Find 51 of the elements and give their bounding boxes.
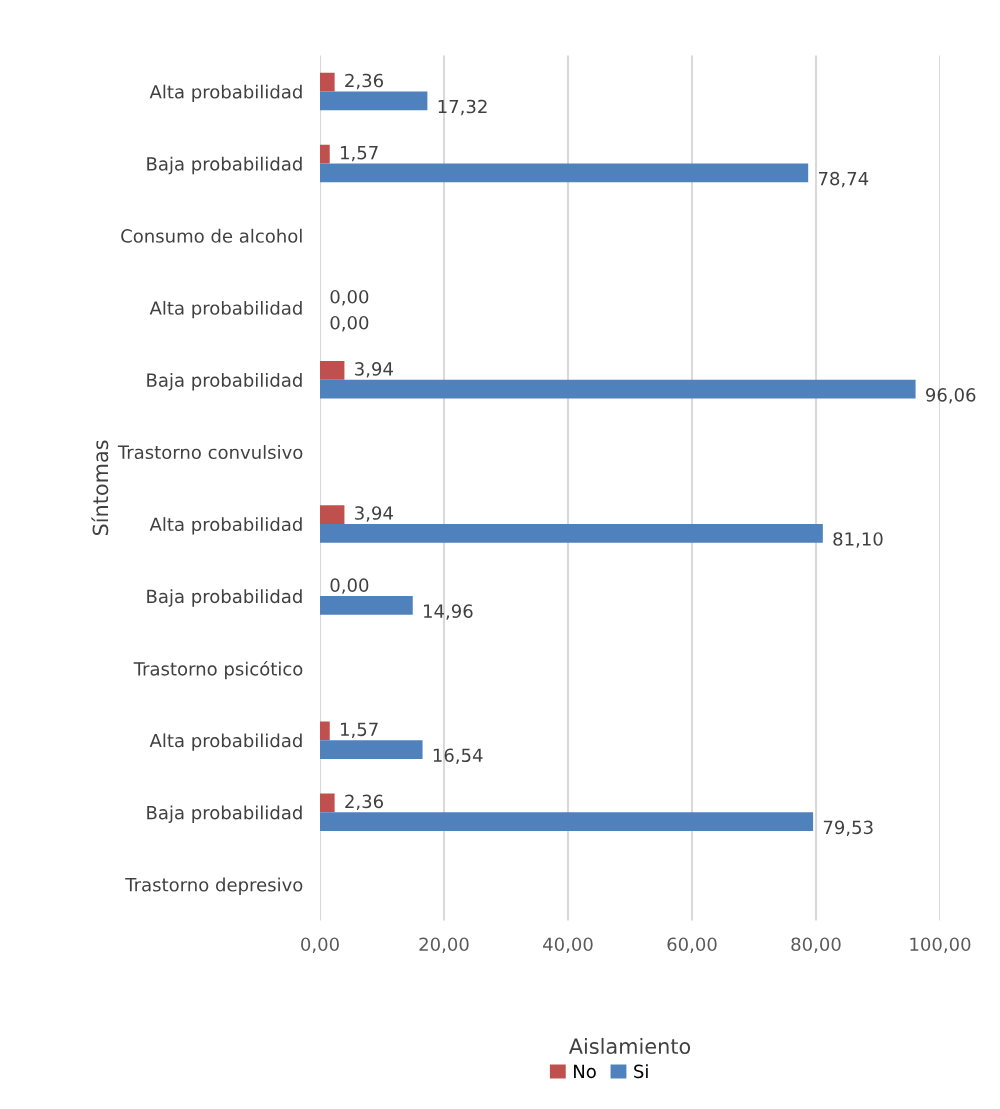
x-tick-label: 0,00: [301, 937, 339, 953]
x-tick-label: 80,00: [791, 937, 841, 953]
y-tick-label: Trastorno depresivo: [125, 877, 303, 896]
x-tick-label: 100,00: [910, 937, 971, 953]
bar: [320, 72, 335, 92]
x-tick-label: 40,00: [543, 937, 593, 953]
y-tick-label: Baja probabilidad: [147, 156, 302, 175]
y-axis-title: Síntomas: [91, 440, 109, 536]
bar: [320, 596, 413, 615]
y-tick-label: Consumo de alcohol: [121, 228, 302, 243]
data-label: 16,54: [433, 748, 483, 764]
data-label: 17,32: [438, 99, 487, 116]
x-tick-label: 60,00: [667, 937, 717, 953]
bar: [320, 524, 823, 543]
bar: [320, 361, 345, 380]
y-tick-label: Baja probabilidad: [147, 805, 302, 823]
legend-label: Si: [634, 1064, 648, 1079]
data-label: 0,00: [330, 578, 369, 594]
y-tick-label: Alta probabilidad: [149, 733, 302, 751]
bar: [320, 91, 428, 111]
data-label: 0,00: [330, 315, 369, 332]
y-tick-label: Baja probabilidad: [147, 372, 302, 391]
y-tick-label: Trastorno psicótico: [133, 660, 303, 680]
x-tick-label: 20,00: [419, 937, 469, 953]
y-tick-label: Alta probabilidad: [149, 517, 302, 535]
data-label: 2,36: [345, 73, 383, 90]
data-label: 78,74: [818, 171, 869, 188]
y-tick-label: Trastorno convulsivo: [117, 445, 303, 460]
data-label: 81,10: [833, 532, 883, 548]
data-label: 79,53: [823, 820, 873, 836]
bar: [320, 812, 814, 832]
data-label: 96,06: [926, 387, 976, 404]
data-label: 3,94: [355, 362, 393, 378]
bar: [320, 793, 335, 813]
data-label: 0,00: [330, 289, 369, 306]
y-tick-label: Alta probabilidad: [149, 84, 302, 103]
data-label: 2,36: [345, 794, 383, 811]
bar: [320, 144, 330, 164]
bar: [320, 163, 809, 183]
legend-label: No: [574, 1064, 596, 1079]
data-label: 1,57: [341, 722, 378, 738]
data-label: 3,94: [355, 506, 393, 522]
data-label: 14,96: [424, 604, 473, 620]
bar: [320, 379, 916, 399]
y-tick-label: Baja probabilidad: [147, 589, 302, 607]
bar: [320, 740, 423, 759]
data-label: 1,57: [341, 146, 378, 162]
bar: [320, 505, 345, 524]
y-tick-label: Alta probabilidad: [149, 300, 302, 319]
bar: [320, 721, 330, 741]
x-axis-title: Aislamiento: [568, 1037, 691, 1055]
